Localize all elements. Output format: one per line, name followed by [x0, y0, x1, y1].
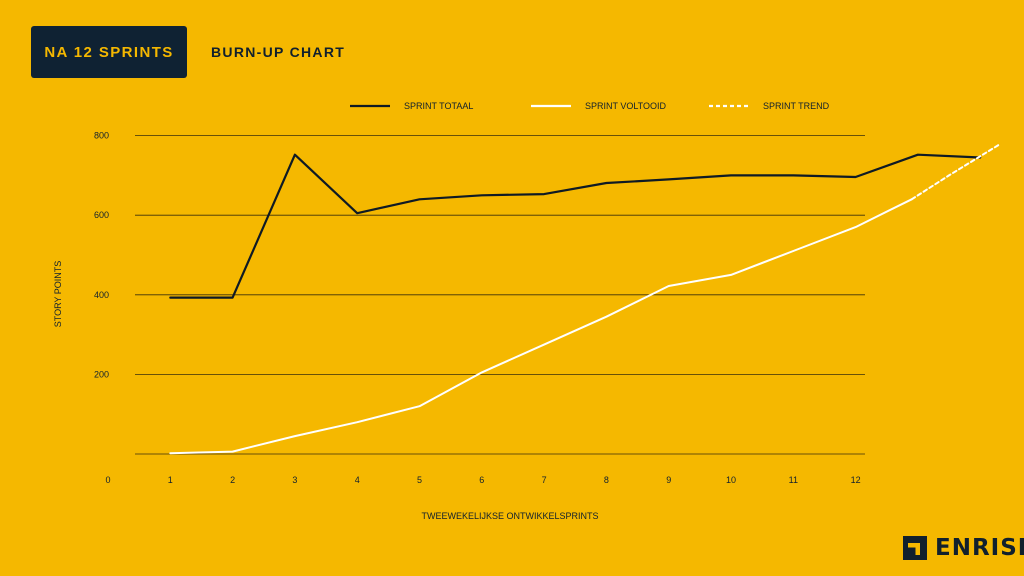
y-tick-label: 400	[94, 290, 109, 300]
legend-label: SPRINT VOLTOOID	[585, 101, 667, 111]
y-tick-label: 600	[94, 210, 109, 220]
x-tick-label: 4	[355, 475, 360, 485]
series-line-3	[910, 143, 1000, 201]
x-tick-label: 2	[230, 475, 235, 485]
x-tick-label: 0	[105, 475, 110, 485]
series-line-2	[169, 198, 913, 455]
x-tick-label: 3	[292, 475, 297, 485]
chart-title: BURN-UP CHART	[211, 44, 346, 60]
legend-label: SPRINT TOTAAL	[404, 101, 473, 111]
legend-label: SPRINT TREND	[763, 101, 830, 111]
x-tick-label: 1	[168, 475, 173, 485]
y-axis-label: STORY POINTS	[53, 261, 63, 328]
enrise-logo: ENRISE	[903, 533, 1024, 563]
x-tick-label: 6	[479, 475, 484, 485]
x-tick-label: 10	[726, 475, 736, 485]
y-tick-label: 200	[94, 369, 109, 379]
sprint-count-badge: NA 12 SPRINTS	[31, 26, 187, 78]
x-tick-label: 11	[789, 475, 798, 485]
x-axis-label: TWEEWEKELIJKSE ONTWIKKELSPRINTS	[421, 511, 598, 521]
brand-name: ENRISE	[935, 535, 1024, 561]
x-tick-label: 9	[666, 475, 671, 485]
x-tick-label: 8	[604, 475, 609, 485]
series-line-1	[169, 153, 982, 299]
x-tick-label: 12	[851, 475, 861, 485]
badge-label: NA 12 SPRINTS	[44, 43, 174, 61]
y-tick-label: 800	[94, 131, 109, 141]
x-tick-label: 7	[542, 475, 547, 485]
enrise-logo-icon	[903, 536, 927, 560]
x-tick-label: 5	[417, 475, 422, 485]
